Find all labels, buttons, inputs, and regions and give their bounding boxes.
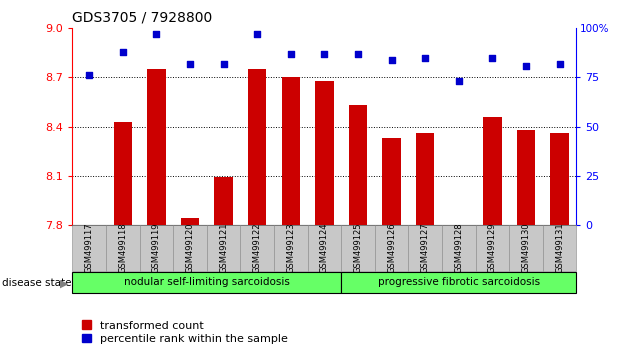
Point [554, 61, 564, 67]
Point [454, 79, 464, 84]
Point [387, 57, 397, 63]
Bar [282, 78, 300, 225]
Text: GDS3705 / 7928800: GDS3705 / 7928800 [72, 10, 213, 24]
Bar [375, 225, 408, 271]
Bar [442, 225, 476, 271]
Bar [248, 69, 266, 225]
Text: GSM499127: GSM499127 [421, 222, 430, 273]
Point [488, 55, 498, 61]
Bar [241, 225, 274, 271]
Bar [173, 225, 207, 271]
Text: GSM499129: GSM499129 [488, 223, 497, 273]
Point [252, 32, 262, 37]
Text: GSM499131: GSM499131 [555, 222, 564, 273]
Bar [341, 225, 375, 271]
Bar [72, 225, 106, 271]
Point [84, 73, 94, 78]
Bar [509, 225, 543, 271]
Bar [341, 272, 576, 293]
Bar [307, 225, 341, 271]
Point [118, 49, 128, 55]
Text: GSM499118: GSM499118 [118, 222, 127, 273]
Bar [517, 130, 536, 225]
Bar [408, 225, 442, 271]
Text: GSM499124: GSM499124 [320, 223, 329, 273]
Text: GSM499121: GSM499121 [219, 223, 228, 273]
Point [420, 55, 430, 61]
Point [521, 63, 531, 68]
Point [286, 51, 296, 57]
Point [319, 51, 329, 57]
Legend: transformed count, percentile rank within the sample: transformed count, percentile rank withi… [78, 316, 292, 348]
Text: GSM499128: GSM499128 [454, 222, 463, 273]
Bar [106, 225, 140, 271]
Text: GSM499119: GSM499119 [152, 223, 161, 273]
Bar [274, 225, 307, 271]
Text: GSM499120: GSM499120 [186, 223, 195, 273]
Bar [315, 81, 334, 225]
Text: GSM499126: GSM499126 [387, 222, 396, 273]
Bar [181, 218, 199, 225]
Text: ▶: ▶ [60, 278, 68, 288]
Bar [551, 133, 569, 225]
Text: GSM499125: GSM499125 [353, 223, 362, 273]
Text: 100%: 100% [580, 24, 609, 34]
Text: GSM499117: GSM499117 [85, 222, 94, 273]
Bar [382, 138, 401, 225]
Text: disease state: disease state [2, 278, 71, 288]
Bar [483, 117, 501, 225]
Point [353, 51, 363, 57]
Bar [214, 177, 233, 225]
Point [219, 61, 229, 67]
Point [185, 61, 195, 67]
Text: nodular self-limiting sarcoidosis: nodular self-limiting sarcoidosis [124, 277, 290, 287]
Bar [113, 122, 132, 225]
Text: GSM499130: GSM499130 [522, 222, 530, 273]
Bar [349, 105, 367, 225]
Text: GSM499123: GSM499123 [287, 222, 295, 273]
Bar [416, 133, 435, 225]
Bar [207, 225, 241, 271]
Bar [476, 225, 509, 271]
Bar [147, 69, 166, 225]
Text: progressive fibrotic sarcoidosis: progressive fibrotic sarcoidosis [378, 277, 540, 287]
Bar [72, 272, 341, 293]
Point [151, 32, 161, 37]
Text: GSM499122: GSM499122 [253, 223, 261, 273]
Bar [543, 225, 576, 271]
Bar [140, 225, 173, 271]
